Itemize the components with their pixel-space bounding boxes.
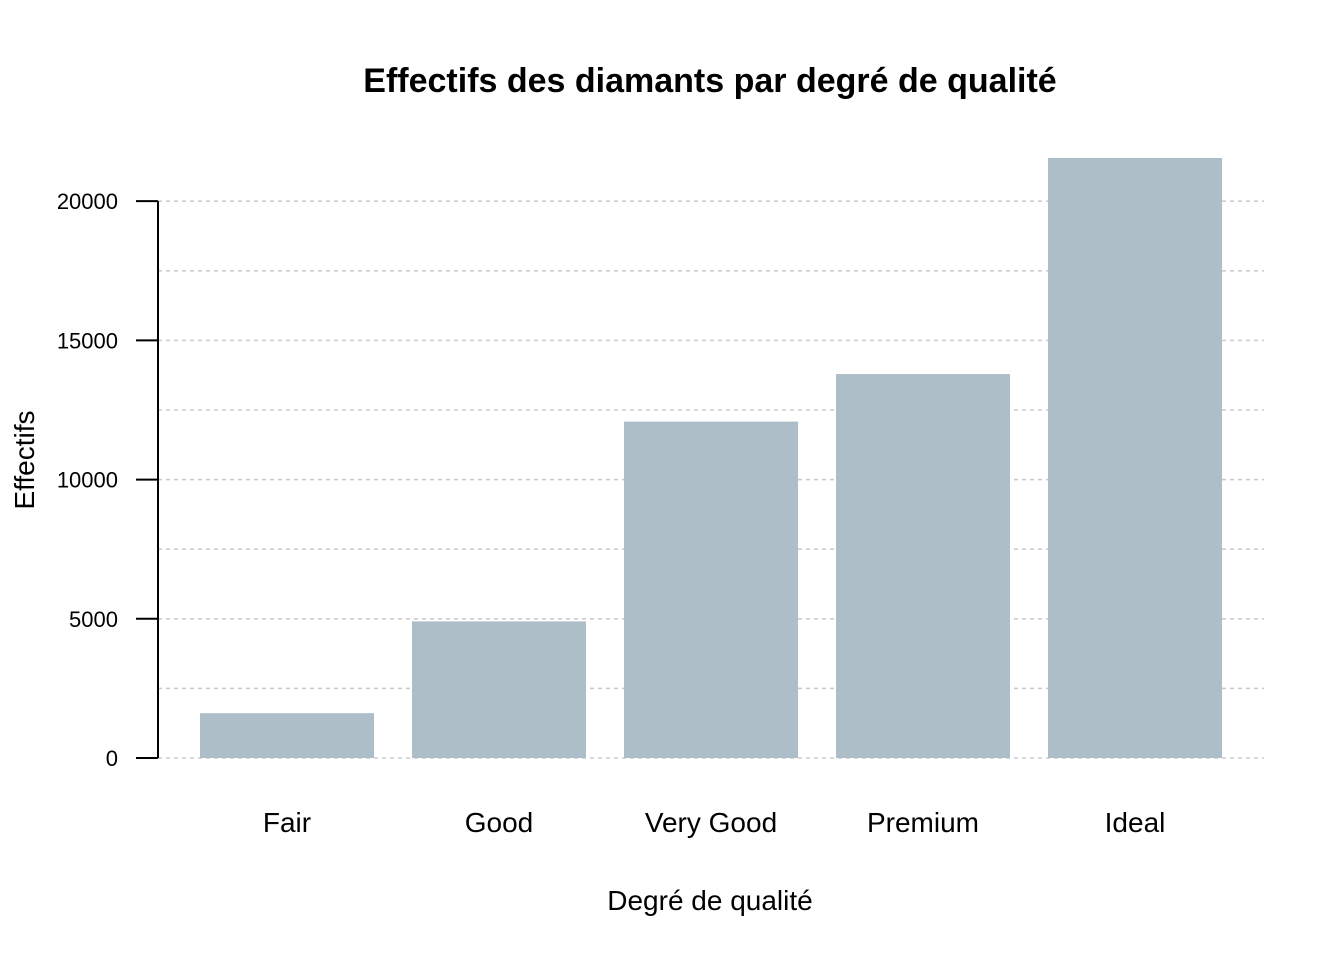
bar-very-good [624,421,798,758]
x-tick-label: Premium [867,807,979,838]
x-tick-label: Good [465,807,534,838]
x-axis-labels: Fair Good Very Good Premium Ideal [263,807,1165,838]
y-tick-label: 5000 [69,607,118,632]
y-tick-label: 20000 [57,189,118,214]
x-tick-label: Very Good [645,807,777,838]
y-tick-label: 0 [106,746,118,771]
bar-good [412,621,586,758]
bar-premium [836,374,1010,758]
y-tick-label: 15000 [57,328,118,353]
bars [200,158,1222,758]
y-axis: 0 5000 10000 15000 20000 [57,189,159,771]
bar-ideal [1048,158,1222,758]
chart-title: Effectifs des diamants par degré de qual… [363,62,1056,100]
x-axis-title: Degré de qualité [607,885,812,916]
y-axis-title: Effectifs [9,410,40,509]
bar-fair [200,713,374,758]
x-tick-label: Ideal [1105,807,1166,838]
x-tick-label: Fair [263,807,311,838]
y-tick-label: 10000 [57,468,118,493]
